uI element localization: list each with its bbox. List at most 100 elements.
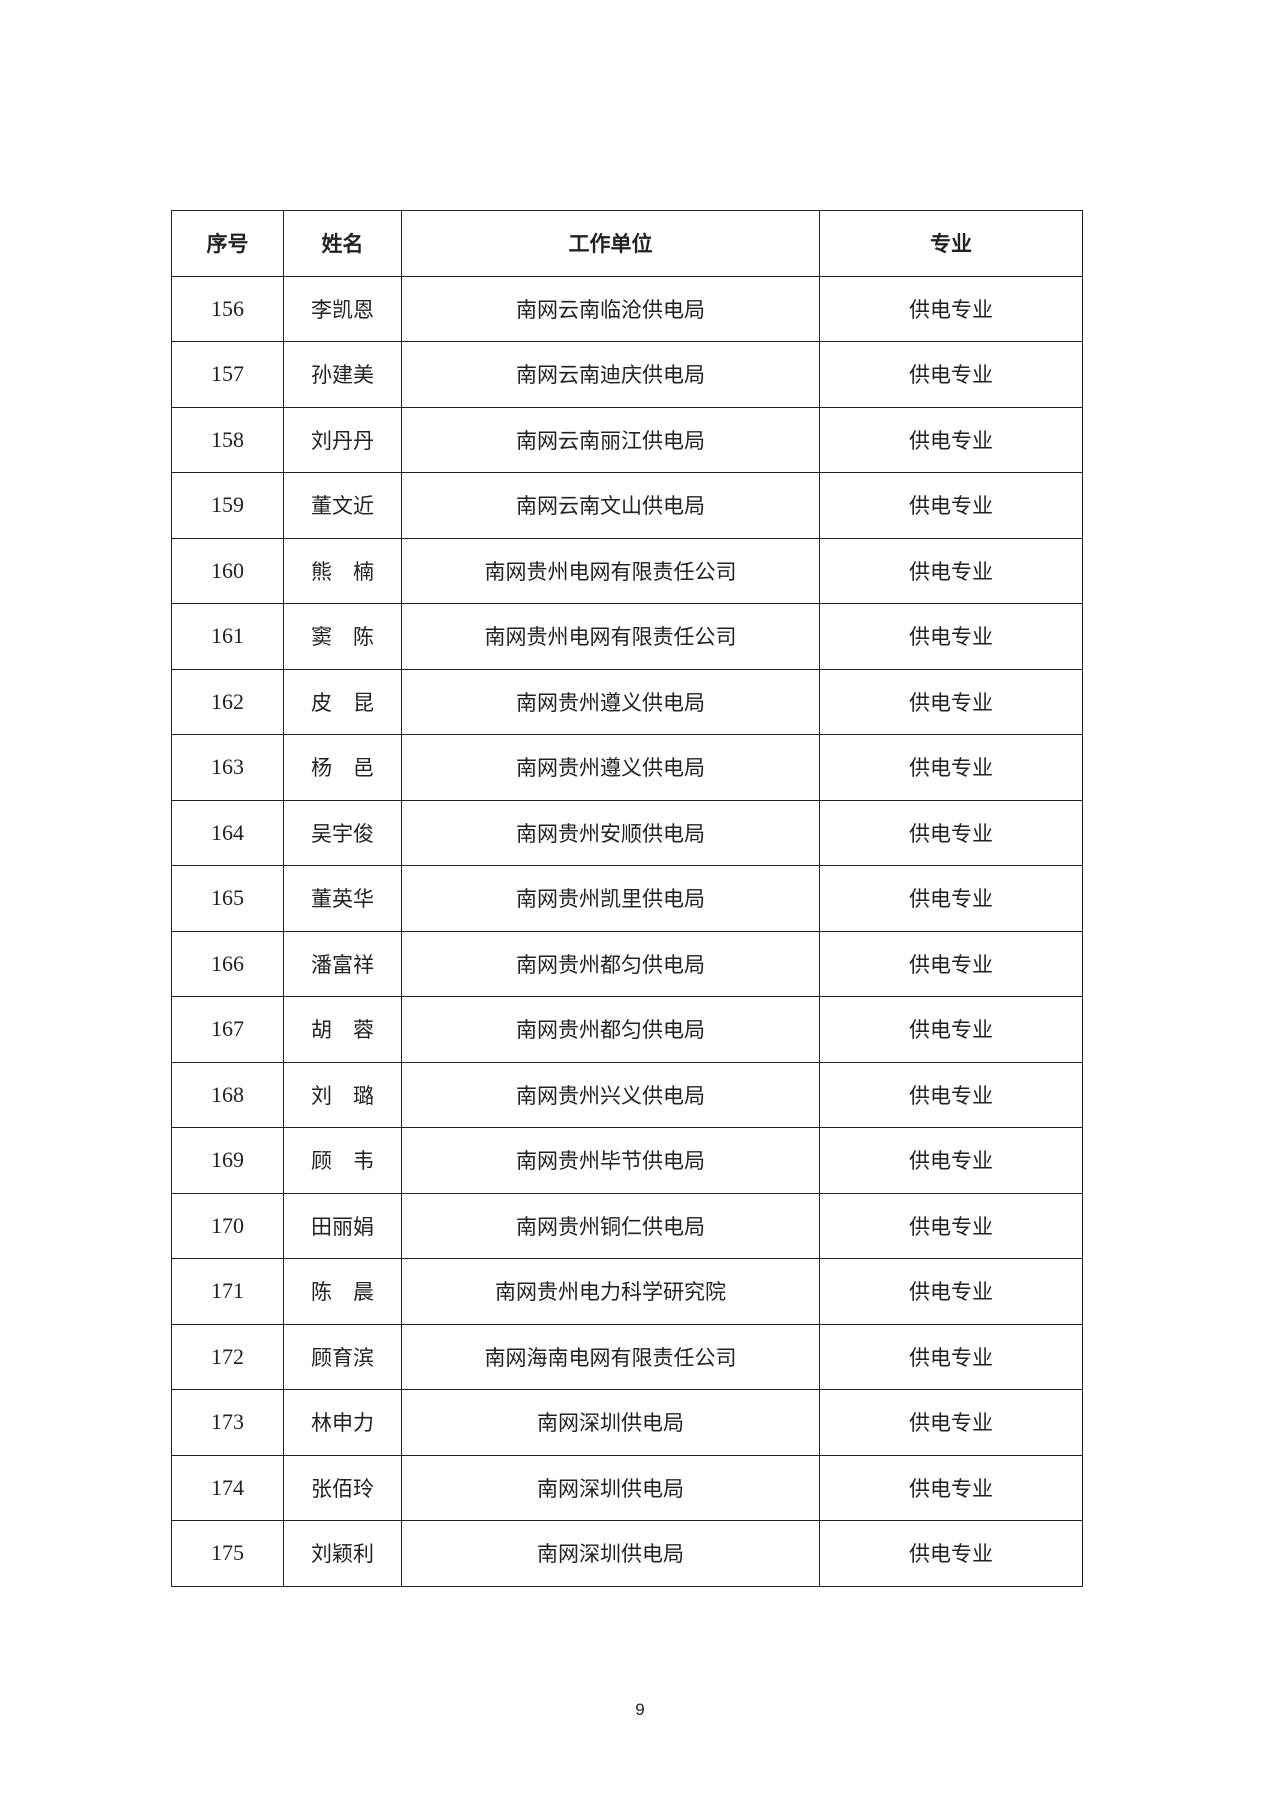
table-row: 174 张佰玲 南网深圳供电局 供电专业 — [171, 1454, 1083, 1521]
cell-workplace: 南网云南迪庆供电局 — [401, 341, 820, 408]
cell-name: 胡 蓉 — [283, 996, 402, 1063]
header-index: 序号 — [171, 210, 284, 277]
table-row: 172 顾育滨 南网海南电网有限责任公司 供电专业 — [171, 1323, 1083, 1390]
cell-specialty: 供电专业 — [819, 275, 1083, 342]
header-name: 姓名 — [283, 210, 402, 277]
cell-index: 170 — [171, 1192, 284, 1259]
cell-specialty: 供电专业 — [819, 1061, 1083, 1128]
cell-workplace: 南网贵州毕节供电局 — [401, 1127, 820, 1194]
table-row: 175 刘颖利 南网深圳供电局 供电专业 — [171, 1520, 1083, 1587]
cell-index: 157 — [171, 341, 284, 408]
cell-workplace: 南网贵州铜仁供电局 — [401, 1192, 820, 1259]
cell-index: 169 — [171, 1127, 284, 1194]
cell-name: 董英华 — [283, 865, 402, 932]
cell-specialty: 供电专业 — [819, 1520, 1083, 1587]
table-row: 170 田丽娟 南网贵州铜仁供电局 供电专业 — [171, 1192, 1083, 1259]
cell-name: 皮 昆 — [283, 668, 402, 735]
cell-name: 顾 韦 — [283, 1127, 402, 1194]
cell-specialty: 供电专业 — [819, 1192, 1083, 1259]
cell-specialty: 供电专业 — [819, 1258, 1083, 1325]
table-row: 163 杨 邑南网贵州遵义供电局 供电专业 — [171, 734, 1083, 801]
cell-index: 159 — [171, 472, 284, 539]
cell-specialty: 供电专业 — [819, 996, 1083, 1063]
personnel-table: 序号 姓名 工作单位 专业 156 李凯恩 南网云南临沧供电局 供电专业 157 孙建美南… — [171, 210, 1083, 1587]
cell-specialty: 供电专业 — [819, 1454, 1083, 1521]
cell-name: 刘丹丹 — [283, 406, 402, 473]
table-row: 164 吴宇俊 南网贵州安顺供电局 供电专业 — [171, 799, 1083, 866]
header-workplace: 工作单位 — [401, 210, 820, 277]
cell-name: 窦 陈 — [283, 603, 402, 670]
cell-specialty: 供电专业 — [819, 1127, 1083, 1194]
cell-name: 田丽娟 — [283, 1192, 402, 1259]
table-header-row: 序号 姓名 工作单位 专业 — [171, 210, 1083, 277]
table-row: 165 董英华 南网贵州凯里供电局 供电专业 — [171, 865, 1083, 932]
cell-index: 166 — [171, 930, 284, 997]
cell-workplace: 南网云南文山供电局 — [401, 472, 820, 539]
cell-workplace: 南网贵州电力科学研究院 — [401, 1258, 820, 1325]
cell-name: 张佰玲 — [283, 1454, 402, 1521]
table-row: 156 李凯恩 南网云南临沧供电局 供电专业 — [171, 275, 1083, 342]
cell-specialty: 供电专业 — [819, 603, 1083, 670]
cell-specialty: 供电专业 — [819, 341, 1083, 408]
cell-index: 171 — [171, 1258, 284, 1325]
cell-index: 158 — [171, 406, 284, 473]
header-specialty: 专业 — [819, 210, 1083, 277]
cell-index: 175 — [171, 1520, 284, 1587]
cell-index: 164 — [171, 799, 284, 866]
cell-name: 陈 晨 — [283, 1258, 402, 1325]
cell-index: 172 — [171, 1323, 284, 1390]
cell-workplace: 南网深圳供电局 — [401, 1520, 820, 1587]
table-row: 173 林申力 南网深圳供电局 供电专业 — [171, 1389, 1083, 1456]
table-row: 166 潘富祥 南网贵州都匀供电局 供电专业 — [171, 930, 1083, 997]
cell-workplace: 南网贵州安顺供电局 — [401, 799, 820, 866]
cell-workplace: 南网贵州都匀供电局 — [401, 930, 820, 997]
cell-index: 156 — [171, 275, 284, 342]
cell-specialty: 供电专业 — [819, 537, 1083, 604]
cell-workplace: 南网贵州都匀供电局 — [401, 996, 820, 1063]
cell-specialty: 供电专业 — [819, 472, 1083, 539]
cell-name: 李凯恩 — [283, 275, 402, 342]
table-row: 157 孙建美 南网云南迪庆供电局 供电专业 — [171, 341, 1083, 408]
cell-workplace: 南网深圳供电局 — [401, 1389, 820, 1456]
cell-index: 161 — [171, 603, 284, 670]
table-row: 161 窦 陈南网贵州电网有限责任公司 供电专业 — [171, 603, 1083, 670]
cell-index: 167 — [171, 996, 284, 1063]
table-row: 168 刘 璐南网贵州兴义供电局 供电专业 — [171, 1061, 1083, 1128]
cell-name: 刘颖利 — [283, 1520, 402, 1587]
cell-workplace: 南网云南丽江供电局 — [401, 406, 820, 473]
page-number: 9 — [635, 1700, 645, 1719]
cell-specialty: 供电专业 — [819, 1323, 1083, 1390]
cell-index: 173 — [171, 1389, 284, 1456]
cell-workplace: 南网云南临沧供电局 — [401, 275, 820, 342]
cell-name: 熊 楠 — [283, 537, 402, 604]
table-row: 167 胡 蓉南网贵州都匀供电局 供电专业 — [171, 996, 1083, 1063]
cell-specialty: 供电专业 — [819, 406, 1083, 473]
cell-workplace: 南网贵州电网有限责任公司 — [401, 537, 820, 604]
cell-workplace: 南网深圳供电局 — [401, 1454, 820, 1521]
table-row: 169 顾 韦南网贵州毕节供电局 供电专业 — [171, 1127, 1083, 1194]
cell-index: 162 — [171, 668, 284, 735]
cell-name: 董文近 — [283, 472, 402, 539]
cell-index: 174 — [171, 1454, 284, 1521]
table-row: 171 陈 晨南网贵州电力科学研究院 供电专业 — [171, 1258, 1083, 1325]
cell-specialty: 供电专业 — [819, 799, 1083, 866]
cell-name: 孙建美 — [283, 341, 402, 408]
cell-specialty: 供电专业 — [819, 668, 1083, 735]
table-row: 162 皮 昆南网贵州遵义供电局 供电专业 — [171, 668, 1083, 735]
cell-workplace: 南网贵州凯里供电局 — [401, 865, 820, 932]
cell-name: 吴宇俊 — [283, 799, 402, 866]
table-row: 158 刘丹丹 南网云南丽江供电局 供电专业 — [171, 406, 1083, 473]
cell-name: 潘富祥 — [283, 930, 402, 997]
cell-workplace: 南网贵州兴义供电局 — [401, 1061, 820, 1128]
cell-index: 165 — [171, 865, 284, 932]
cell-name: 杨 邑 — [283, 734, 402, 801]
cell-specialty: 供电专业 — [819, 930, 1083, 997]
cell-name: 林申力 — [283, 1389, 402, 1456]
cell-index: 168 — [171, 1061, 284, 1128]
cell-workplace: 南网海南电网有限责任公司 — [401, 1323, 820, 1390]
cell-index: 163 — [171, 734, 284, 801]
cell-name: 刘 璐 — [283, 1061, 402, 1128]
table-row: 159 董文近 南网云南文山供电局 供电专业 — [171, 472, 1083, 539]
cell-specialty: 供电专业 — [819, 1389, 1083, 1456]
cell-workplace: 南网贵州遵义供电局 — [401, 734, 820, 801]
